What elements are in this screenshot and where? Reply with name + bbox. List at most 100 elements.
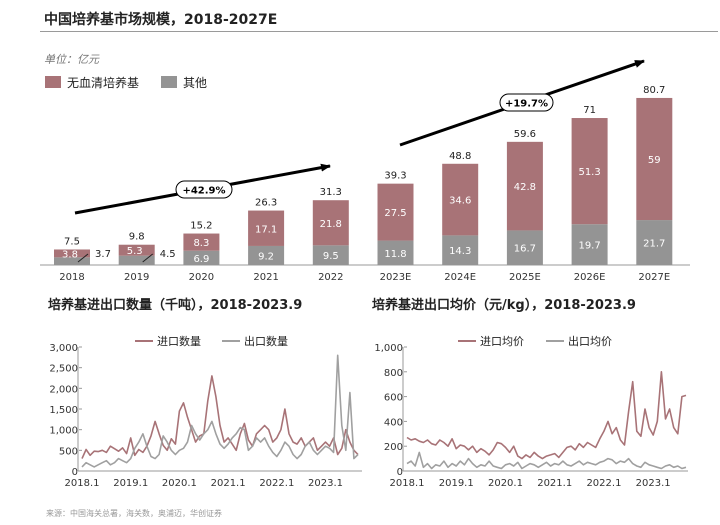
bar-value-leader-line — [142, 253, 154, 263]
y-tick-label: 2,000 — [49, 384, 78, 395]
y-tick-label: 800 — [384, 368, 403, 379]
growth-badge-1 — [175, 180, 233, 199]
unit-label: 单位：亿元 — [44, 53, 100, 66]
bar-value-label-serum-free: 27.5 — [384, 208, 406, 219]
y-tick-label: 1,000 — [49, 426, 78, 437]
bar-value-label-other: 14.3 — [449, 246, 471, 257]
x-tick-label: 2019.1 — [113, 478, 148, 489]
bar-segment-serum-free — [54, 249, 90, 258]
series-line-import — [81, 375, 359, 459]
bar-x-tick-label: 2021 — [253, 272, 278, 283]
bar-total-label: 59.6 — [514, 129, 536, 140]
volume-chart-title: 培养基进出口数量（千吨），2018-2023.9 — [48, 297, 302, 313]
y-tick-label: 500 — [59, 446, 78, 457]
bar-total-label: 9.8 — [129, 232, 145, 243]
volume-y-tick-labels: 0 500 1,000 1,500 2,000 2,500 3,000 — [49, 343, 82, 478]
bar-value-label-other: 11.8 — [384, 249, 406, 260]
bar-x-tick-label: 2025E — [509, 272, 541, 283]
legend-label-import-volume: 进口数量 — [157, 335, 201, 348]
bar-segment-other — [377, 240, 414, 265]
bar-value-label-other: 9.2 — [258, 251, 274, 262]
bar-segment-serum-free — [442, 163, 479, 236]
volume-series-lines — [81, 354, 359, 468]
bar-total-label: 39.3 — [384, 171, 406, 182]
x-tick-label: 2021.1 — [537, 478, 572, 489]
price-y-tick-labels: 0 200 400 600 800 1,000 — [374, 343, 407, 478]
bar-total-label: 80.7 — [643, 85, 665, 96]
bar-value-label-serum-free: 21.8 — [320, 219, 342, 230]
bar-value-labels: 7.5 3.8 3.7 9.8 5.3 4.5 15.2 8.3 6.9 26.3 17.1 9.2 3… — [62, 85, 665, 265]
y-tick-label: 200 — [384, 442, 403, 453]
bar-x-tick-label: 2027E — [638, 272, 670, 283]
source-note: 来源：中国海关总署，海关数，奥浦迈，华创证券 — [46, 508, 222, 518]
bar-x-tick-label: 2026E — [574, 272, 606, 283]
volume-legend: 进口数量 出口数量 — [135, 334, 288, 348]
legend-label-other: 其他 — [183, 76, 207, 90]
bar-value-label-serum-free: 5.3 — [127, 246, 143, 257]
bar-segment-other — [54, 257, 90, 265]
legend: 无血清培养基 其他 — [45, 75, 207, 90]
legend-label-serum-free: 无血清培养基 — [67, 75, 139, 90]
bar-segment-other — [248, 245, 285, 265]
series-line-import — [406, 370, 687, 460]
x-tick-label: 2020.1 — [162, 478, 197, 489]
bar-x-tick-label: 2022 — [318, 272, 343, 283]
x-tick-label: 2021.1 — [211, 478, 246, 489]
y-tick-label: 0 — [397, 467, 403, 478]
legend-label-export-price: 出口均价 — [568, 334, 612, 348]
bar-segment-serum-free — [377, 183, 414, 241]
bar-value-label-other: 21.7 — [643, 239, 665, 250]
bar-total-label: 15.2 — [190, 221, 212, 232]
bar-segment-other — [636, 220, 673, 265]
market-size-bar-chart: 单位：亿元 无血清培养基 其他 7.5 3.8 3.7 9.8 5.3 4.5 15.2 8.… — [40, 53, 690, 283]
bar-segment-other — [183, 250, 220, 265]
series-line-export — [406, 451, 687, 470]
bar-x-tick-label: 2024E — [444, 272, 476, 283]
x-tick-label: 2019.1 — [439, 478, 474, 489]
y-tick-label: 1,500 — [49, 405, 78, 416]
bar-value-label-serum-free: 59 — [648, 155, 661, 166]
bar-value-label-serum-free: 8.3 — [193, 238, 209, 249]
bar-segment-serum-free — [183, 233, 220, 251]
legend-label-export-volume: 出口数量 — [244, 334, 288, 348]
bar-x-tick-labels: 2018 2019 2020 2021 2022 2023E 2024E 2025E 2026E… — [59, 272, 670, 283]
bar-segment-serum-free — [118, 244, 155, 256]
bar-value-leader-line — [77, 253, 89, 263]
price-legend: 进口均价 出口均价 — [458, 334, 612, 348]
bar-value-label-other: 3.7 — [95, 249, 111, 260]
bar-segment-serum-free — [571, 118, 608, 225]
bar-segment-serum-free — [312, 200, 349, 246]
x-tick-label: 2018.1 — [65, 478, 100, 489]
bar-series — [54, 97, 673, 265]
bar-x-tick-label: 2023E — [380, 272, 412, 283]
trade-volume-line-chart: 培养基进出口数量（千吨），2018-2023.9 进口数量 出口数量 0 500 1… — [48, 297, 362, 489]
bar-value-label-serum-free: 17.1 — [255, 224, 277, 235]
bar-segment-other — [571, 224, 608, 265]
bar-value-label-other: 6.9 — [193, 254, 209, 265]
y-tick-label: 600 — [384, 393, 403, 404]
x-tick-label: 2018.1 — [390, 478, 425, 489]
bar-segment-serum-free — [506, 141, 543, 231]
bar-segment-other — [506, 230, 543, 265]
page-title: 中国培养基市场规模，2018-2027E — [44, 12, 278, 28]
bar-value-label-other: 19.7 — [578, 241, 600, 252]
bar-value-label-serum-free: 34.6 — [449, 196, 471, 207]
bar-total-label: 31.3 — [320, 187, 342, 198]
y-tick-label: 2,500 — [49, 364, 78, 375]
y-tick-label: 1,000 — [374, 343, 403, 354]
bar-x-tick-label: 2020 — [189, 272, 214, 283]
price-x-tick-labels: 2018.1 2019.1 2020.1 2021.1 2022.1 2023.1 — [390, 478, 671, 489]
bar-value-label-other: 9.5 — [323, 251, 339, 262]
bar-segment-other — [442, 235, 479, 265]
y-tick-label: 400 — [384, 417, 403, 428]
trade-price-line-chart: 培养基进出口均价（元/kg），2018-2023.9 进口均价 出口均价 020… — [372, 297, 688, 489]
bar-value-label-serum-free: 3.8 — [62, 249, 78, 260]
legend-label-import-price: 进口均价 — [480, 335, 524, 348]
bar-value-label-other: 4.5 — [160, 249, 176, 260]
bar-segment-other — [118, 255, 155, 265]
bar-value-label-serum-free: 51.3 — [578, 167, 600, 178]
bar-segment-serum-free — [636, 97, 673, 221]
growth-rate-label-1: +42.9% — [182, 186, 225, 197]
series-line-export — [81, 354, 359, 468]
